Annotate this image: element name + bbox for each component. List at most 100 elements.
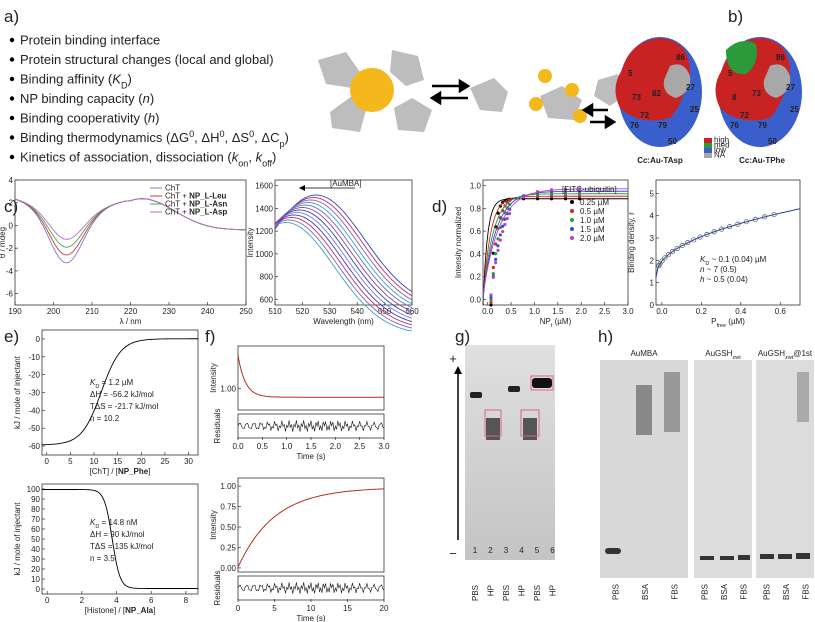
point bbox=[501, 200, 505, 205]
annotation: [AuMBA] bbox=[330, 179, 362, 188]
y-tick-label: 1200 bbox=[255, 227, 273, 236]
text-part: Binding affinity ( bbox=[20, 72, 113, 87]
curve bbox=[274, 219, 413, 329]
legend-label: 1.0 µM bbox=[580, 216, 605, 225]
annotation: KD = 1.2 µM bbox=[90, 378, 133, 390]
residue-label: 86 bbox=[776, 53, 785, 62]
text-part: k bbox=[232, 150, 240, 165]
curve bbox=[274, 209, 413, 316]
text-part: ChT bbox=[165, 184, 180, 193]
residual-trace bbox=[237, 420, 385, 432]
point bbox=[577, 194, 582, 198]
lane-number: 5 bbox=[535, 546, 540, 555]
text-part: ΔH = -56.2 kJ/mol bbox=[90, 390, 154, 399]
residue-label: 50 bbox=[768, 137, 777, 146]
y-axis-label: kJ / mole of injectant bbox=[13, 355, 22, 429]
residue-label: 82 bbox=[652, 89, 661, 98]
text-part: NP binding capacity ( bbox=[20, 91, 143, 106]
y-tick-label: 1.0 bbox=[470, 182, 482, 191]
point bbox=[498, 233, 502, 237]
legend-label: ChT + NP_L-Asn bbox=[165, 200, 227, 209]
lane-number: 2 bbox=[488, 546, 493, 555]
legend-label: 0.25 µM bbox=[580, 198, 609, 207]
x-tick-label: 0.0 bbox=[656, 307, 668, 316]
y-axis-label: Intensity normalized bbox=[454, 207, 463, 278]
curve bbox=[237, 488, 385, 568]
annotation: n = 3.5 bbox=[90, 554, 115, 563]
curve bbox=[274, 222, 413, 332]
lane-label: PBS bbox=[533, 585, 542, 601]
y-tick-label: 80 bbox=[31, 505, 40, 514]
text-part: NP_L-Leu bbox=[189, 192, 226, 201]
legend-swatch bbox=[704, 148, 712, 153]
legend-label: 2.0 µM bbox=[580, 234, 605, 243]
y-tick-label: 1400 bbox=[255, 204, 273, 213]
x-tick-label: 25 bbox=[160, 457, 169, 466]
gel-sign: + bbox=[449, 351, 457, 366]
point bbox=[505, 201, 509, 205]
lane-number: 4 bbox=[519, 546, 524, 555]
curve bbox=[274, 197, 413, 297]
lane-label: PBS bbox=[763, 584, 772, 600]
point bbox=[752, 216, 758, 222]
legend-marker bbox=[570, 236, 574, 240]
y-axis-label: θ / mdeg bbox=[0, 227, 7, 258]
x-tick-label: 550 bbox=[378, 307, 392, 316]
text-part: , ΔC bbox=[254, 130, 279, 145]
lane-label: PBS bbox=[701, 584, 710, 600]
bullet bbox=[9, 37, 15, 43]
text-part: TΔS = -21.7 kJ/mol bbox=[90, 402, 158, 411]
point bbox=[489, 300, 493, 305]
text-part: K bbox=[90, 378, 96, 387]
curve bbox=[482, 188, 629, 296]
y-axis-label: Intensity bbox=[209, 363, 218, 393]
x-tick-label: 0 bbox=[45, 596, 50, 605]
y-tick-label: 4 bbox=[9, 176, 14, 185]
text-part: Binding thermodynamics (ΔG bbox=[20, 130, 189, 145]
residue-label: 27 bbox=[786, 83, 795, 92]
y-tick-label: 0 bbox=[36, 335, 41, 344]
point bbox=[535, 189, 540, 194]
point bbox=[685, 240, 691, 246]
text-part: NP_L-Asp bbox=[189, 208, 227, 217]
curve bbox=[274, 194, 413, 293]
y-tick-label: 4 bbox=[650, 212, 655, 221]
text-part: NP bbox=[540, 317, 551, 326]
point bbox=[691, 237, 697, 243]
point bbox=[662, 255, 668, 261]
x-tick-label: 0 bbox=[236, 604, 241, 613]
curve bbox=[482, 193, 629, 301]
annotation: TΔS = 135 kJ/mol bbox=[90, 542, 154, 551]
text-part: AuMBA bbox=[630, 349, 658, 358]
point bbox=[549, 192, 554, 196]
text-part: ] bbox=[148, 467, 150, 476]
point bbox=[577, 187, 582, 191]
y-tick-label: 100 bbox=[27, 485, 41, 494]
x-tick-label: 0.0 bbox=[482, 307, 494, 316]
text-part: ) bbox=[150, 91, 154, 106]
bullet-text: Binding affinity (KD) bbox=[20, 72, 132, 91]
x-tick-label: 5 bbox=[68, 457, 73, 466]
curve bbox=[482, 198, 628, 306]
bullet-text: NP binding capacity (n) bbox=[20, 91, 154, 106]
x-tick-label: 2 bbox=[80, 596, 85, 605]
lane-label: PBS bbox=[471, 585, 480, 601]
y-tick-label: 90 bbox=[31, 495, 40, 504]
point bbox=[577, 192, 582, 196]
y-tick-label: 1.00 bbox=[220, 482, 236, 491]
y-tick-label: 0 bbox=[9, 221, 14, 230]
x-tick-label: 0 bbox=[45, 457, 50, 466]
y-tick-label: 1000 bbox=[255, 250, 273, 259]
x-tick-label: 240 bbox=[201, 307, 215, 316]
point bbox=[771, 212, 777, 218]
lane-label: FBS bbox=[739, 584, 748, 600]
y-tick-label: 0.50 bbox=[220, 523, 236, 532]
point bbox=[535, 197, 540, 201]
point bbox=[665, 252, 671, 258]
text-part: n = 3.5 bbox=[90, 554, 115, 563]
point bbox=[549, 197, 554, 201]
point bbox=[491, 265, 495, 270]
x-tick-label: 520 bbox=[296, 307, 310, 316]
text-part: , ΔH bbox=[194, 130, 219, 145]
panel-label: g) bbox=[455, 327, 470, 346]
